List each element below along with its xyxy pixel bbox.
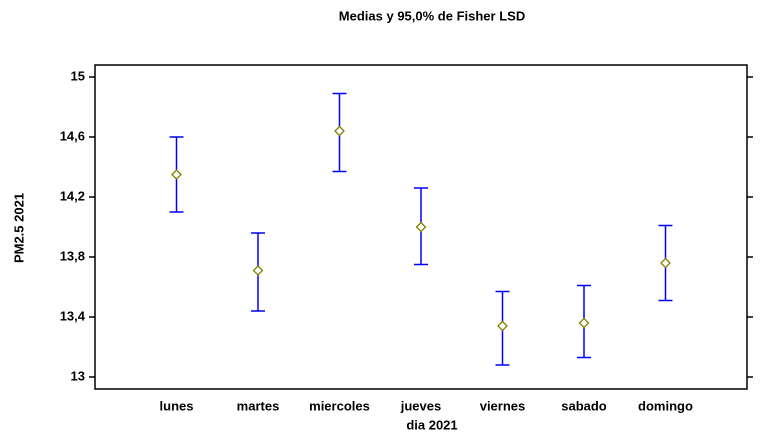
x-tick-label: miercoles	[309, 398, 370, 413]
y-tick-label: 15	[71, 68, 85, 83]
x-tick-label: jueves	[400, 398, 441, 413]
mean-marker	[578, 317, 590, 329]
x-tick-label: martes	[237, 398, 280, 413]
plot-frame	[94, 64, 748, 390]
x-tick-label: sabado	[561, 398, 607, 413]
chart-title: Medias y 95,0% de Fisher LSD	[339, 8, 525, 23]
y-tick-label: 13,4	[60, 308, 86, 323]
mean-marker	[660, 257, 671, 269]
x-axis-label: dia 2021	[406, 417, 457, 432]
mean-marker	[252, 265, 264, 276]
mean-marker	[171, 169, 182, 180]
mean-marker	[334, 125, 345, 137]
mean-marker	[497, 320, 508, 332]
y-axis-label: PM2.5 2021	[11, 193, 26, 263]
y-tick-label: 14,2	[60, 188, 85, 203]
x-tick-label: viernes	[480, 398, 526, 413]
y-tick-label: 13,8	[60, 248, 85, 263]
x-tick-label: lunes	[160, 398, 194, 413]
mean-marker	[415, 221, 427, 233]
y-tick-label: 13	[71, 368, 85, 383]
x-tick-label: domingo	[638, 398, 693, 413]
y-tick-label: 14,6	[60, 128, 85, 143]
